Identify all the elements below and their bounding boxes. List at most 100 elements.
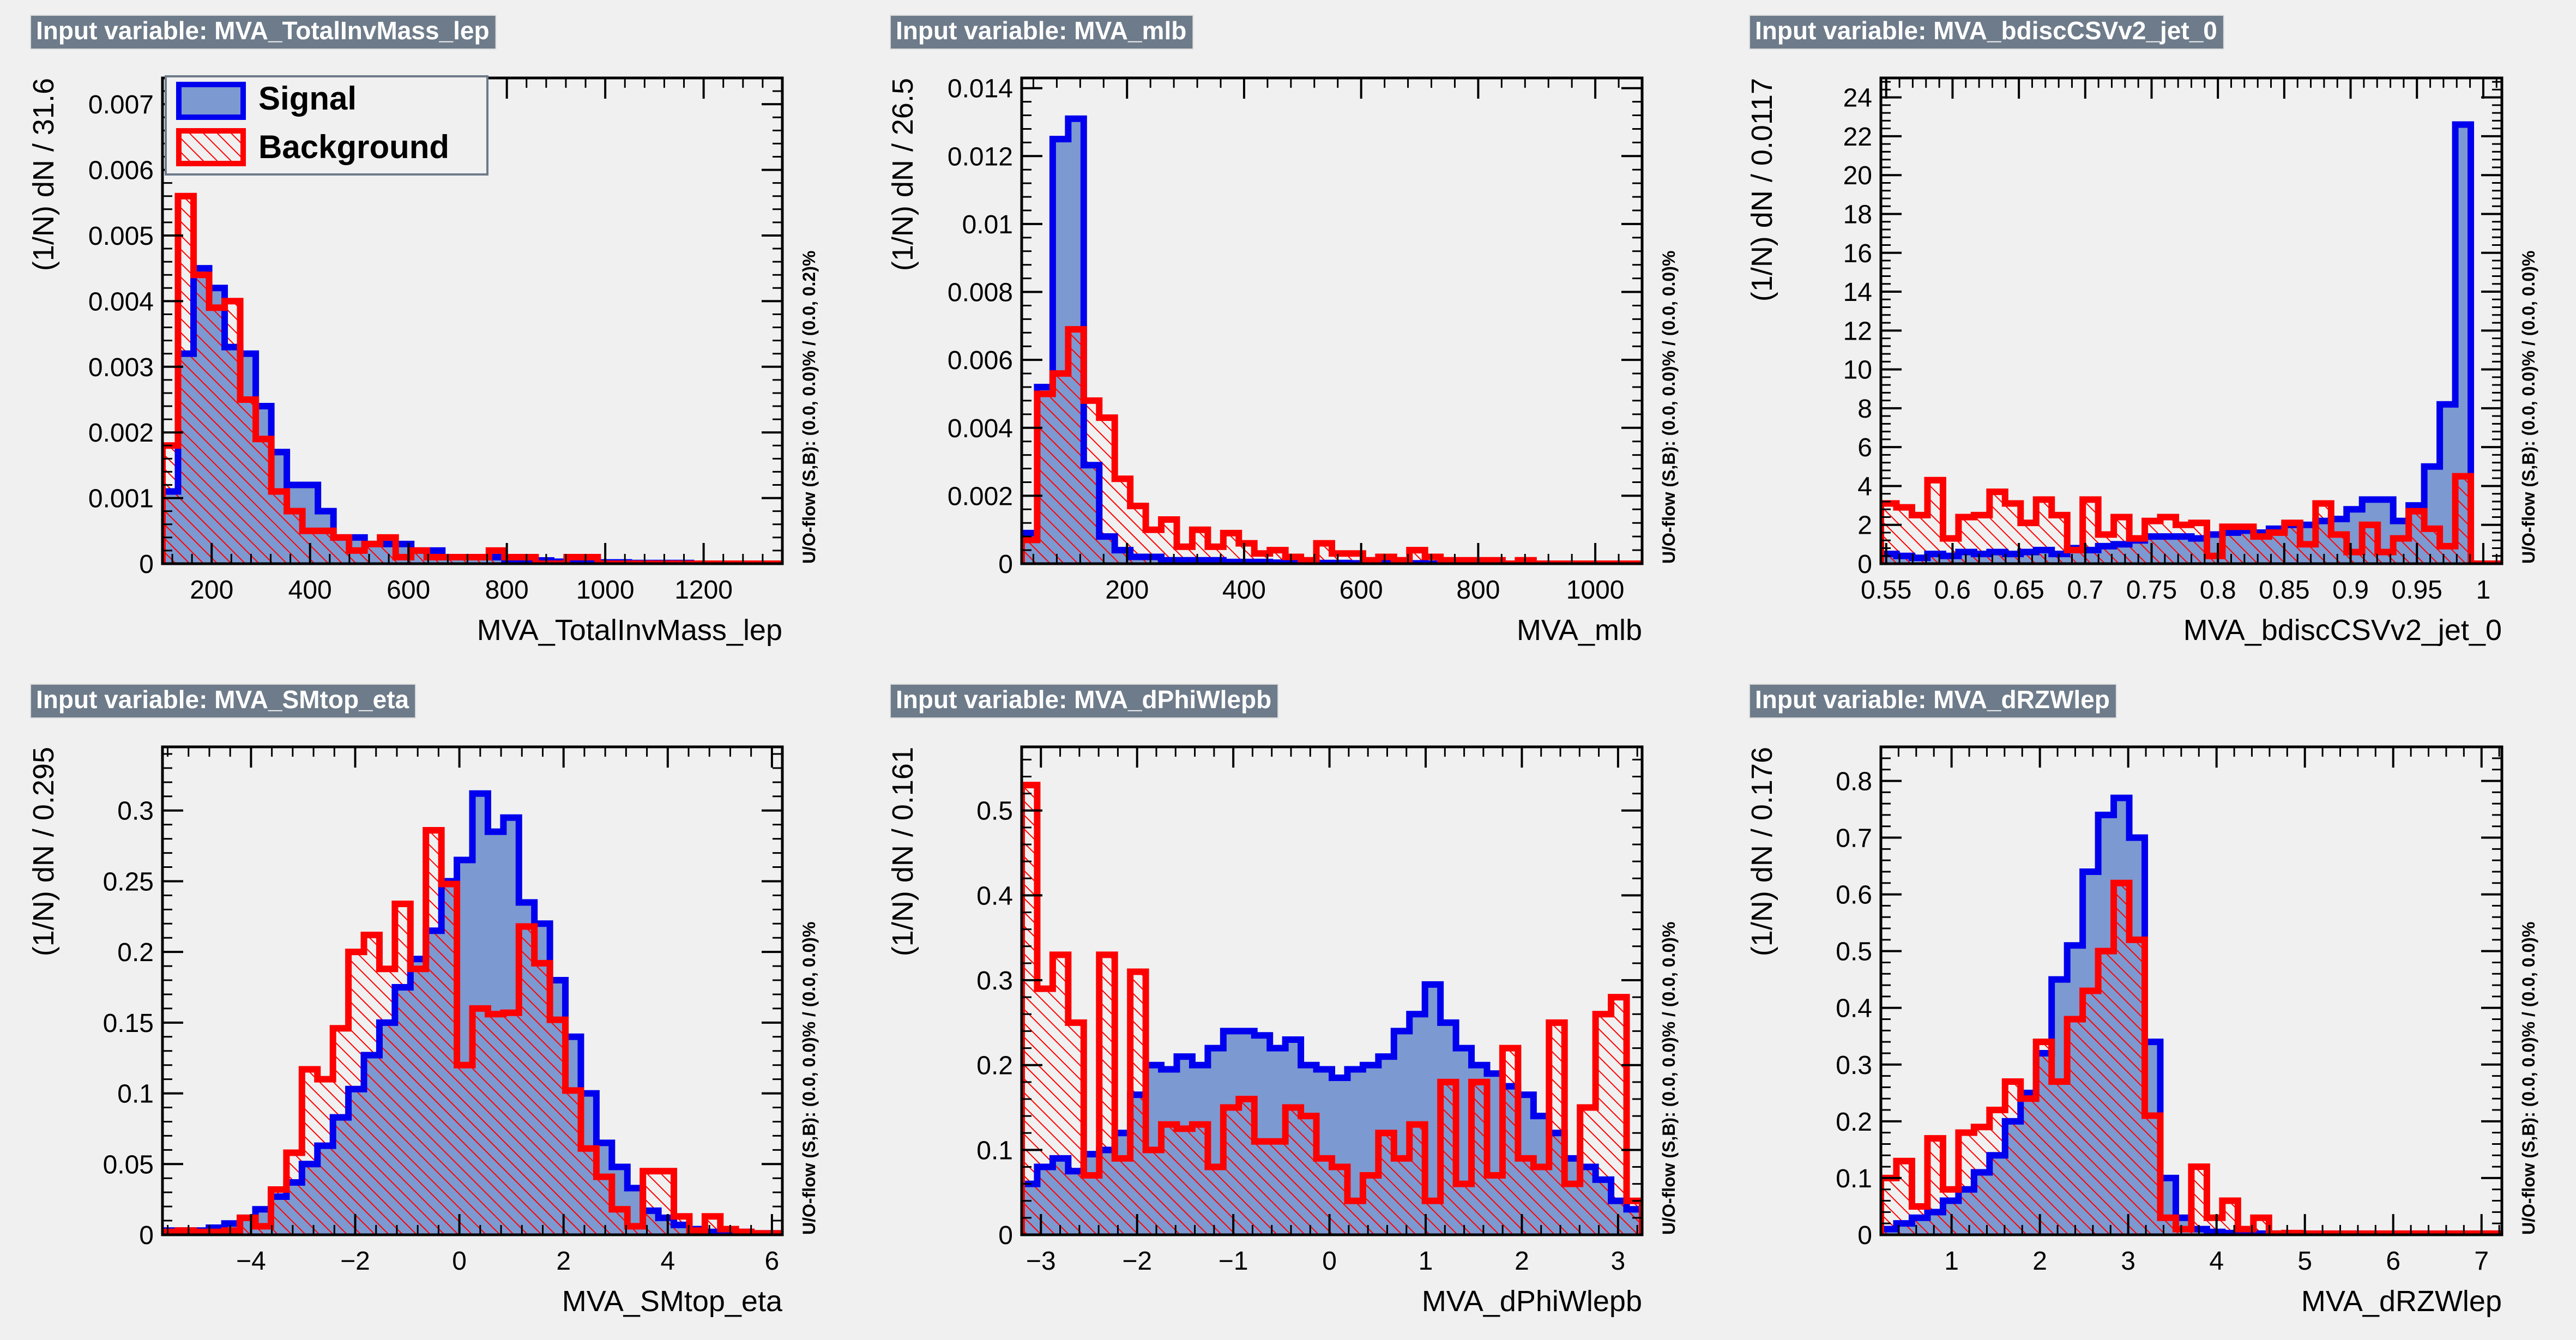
y-tick-label: 0.012	[948, 142, 1013, 171]
y-tick-label: 0.05	[103, 1150, 154, 1179]
x-tick-label: −4	[236, 1247, 266, 1276]
y-tick-label: 0.3	[117, 797, 154, 826]
panel-1: Input variable: MVA_TotalInvMass_lep 200 4…	[27, 15, 819, 647]
panel-title: Input variable: MVA_dRZWlep	[1749, 684, 2117, 719]
signal-histogram-line	[1022, 981, 1642, 1235]
y-tick-label: 0.6	[1836, 881, 1872, 910]
x-tick-label: 400	[1222, 576, 1266, 605]
x-tick-label: 1200	[674, 576, 733, 605]
y-tick-label: 2	[1857, 511, 1872, 540]
overflow-label: U/O-flow (S,B): (0.0, 0.0)% / (0.0, 0.0)…	[2519, 922, 2538, 1235]
panel-title-text: Input variable: MVA_dPhiWlepb	[896, 685, 1271, 714]
overflow-label: U/O-flow (S,B): (0.0, 0.0)% / (0.0, 0.0)…	[1659, 922, 1679, 1235]
legend: Signal Background	[165, 75, 488, 176]
y-tick-label: 0.005	[88, 222, 154, 251]
panel-title-text: Input variable: MVA_SMtop_eta	[36, 685, 409, 714]
legend-background-swatch	[176, 128, 246, 166]
x-axis-title: MVA_bdiscCSVv2_jet_0	[2183, 614, 2502, 647]
x-tick-label: 4	[2209, 1247, 2224, 1276]
plot-frame	[1020, 745, 1644, 1236]
y-tick-label: 0.3	[976, 967, 1013, 995]
background-histogram-line	[162, 192, 782, 564]
panel-title-text: Input variable: MVA_mlb	[896, 16, 1186, 45]
y-tick-label: 0.7	[1836, 824, 1872, 853]
panel-title: Input variable: MVA_mlb	[890, 15, 1194, 50]
y-tick-label: 0.1	[976, 1136, 1013, 1165]
x-tick-label: 1	[2476, 576, 2491, 605]
y-tick-label: 0	[998, 1221, 1013, 1250]
panel-title: Input variable: MVA_TotalInvMass_lep	[30, 15, 497, 50]
x-tick-label: 2	[1515, 1247, 1529, 1276]
background-histogram-line	[1022, 782, 1642, 1235]
plot-frame	[1020, 76, 1644, 565]
plot-frame	[161, 745, 784, 1236]
background-histogram-hatch	[1881, 883, 2502, 1235]
y-tick-label: 0.014	[948, 75, 1013, 104]
x-tick-label: 3	[1611, 1247, 1626, 1276]
x-tick-label: −2	[1122, 1247, 1152, 1276]
panel-3: Input variable: MVA_bdiscCSVv2_jet_0 0.55…	[1746, 15, 2538, 647]
plot-area	[1881, 78, 2502, 564]
y-axis: 0 0.05 0.1 0.15 0.2 0.25 0.3	[103, 753, 782, 1250]
y-tick-label: 0.1	[1836, 1164, 1872, 1193]
panel-title-box	[890, 15, 1194, 50]
overflow-label: U/O-flow (S,B): (0.0, 0.0)% / (0.0, 0.0)…	[1659, 251, 1679, 564]
y-axis-title: (1/N) dN / 0.176	[1746, 747, 1778, 956]
x-tick-label: 200	[1105, 576, 1149, 605]
x-tick-label: 0.9	[2332, 576, 2369, 605]
x-axis-title: MVA_SMtop_eta	[562, 1285, 783, 1318]
y-axis: 0 0.002 0.004 0.006 0.008 0.01 0.012 0.014	[948, 75, 1642, 579]
y-axis-title: (1/N) dN / 0.295	[27, 747, 60, 956]
y-tick-label: 0.2	[1836, 1108, 1872, 1137]
x-axis-title: MVA_mlb	[1517, 614, 1642, 647]
x-axis: 200 400 600 800 1000	[1032, 78, 1643, 605]
x-tick-label: 0	[1322, 1247, 1337, 1276]
x-tick-label: 800	[485, 576, 529, 605]
y-axis-title: (1/N) dN / 0.161	[886, 747, 919, 956]
overflow-label: U/O-flow (S,B): (0.0, 0.0)% / (0.0, 0.0)…	[799, 922, 819, 1235]
panel-title-text: Input variable: MVA_TotalInvMass_lep	[36, 16, 490, 45]
y-axis-title: (1/N) dN / 26.5	[886, 78, 919, 271]
x-tick-label: 2	[556, 1247, 571, 1276]
x-tick-label: 1	[1419, 1247, 1433, 1276]
x-tick-label: 1	[1944, 1247, 1959, 1276]
panel-title-box	[890, 684, 1279, 719]
panel-title-text: Input variable: MVA_bdiscCSVv2_jet_0	[1755, 16, 2217, 45]
y-tick-label: 24	[1843, 84, 1872, 113]
x-tick-label: 7	[2474, 1247, 2489, 1276]
panel-title-box	[30, 684, 417, 719]
y-tick-label: 0.5	[976, 797, 1013, 826]
background-histogram-line	[162, 827, 782, 1235]
x-tick-label: 0.65	[1993, 576, 2044, 605]
y-tick-label: 0.004	[88, 287, 154, 316]
y-axis: 0 0.1 0.2 0.3 0.4 0.5 0.6 0.7 0.8	[1836, 746, 2502, 1250]
x-tick-label: 0.8	[2200, 576, 2236, 605]
x-tick-label: 600	[1340, 576, 1383, 605]
signal-histogram-line	[1881, 121, 2502, 564]
x-tick-label: 400	[288, 576, 332, 605]
x-tick-label: 4	[660, 1247, 675, 1276]
x-tick-label: 5	[2297, 1247, 2312, 1276]
panel-title: Input variable: MVA_bdiscCSVv2_jet_0	[1749, 15, 2224, 50]
y-tick-label: 6	[1857, 433, 1872, 462]
panel-title: Input variable: MVA_SMtop_eta	[30, 684, 417, 719]
x-tick-label: 0.85	[2259, 576, 2309, 605]
y-tick-label: 0.2	[117, 938, 154, 967]
y-tick-label: 10	[1843, 356, 1872, 385]
y-axis: 0 0.001 0.002 0.003 0.004 0.005 0.006 0.007	[88, 77, 782, 579]
panel-title-box	[1749, 684, 2117, 719]
background-histogram-hatch	[162, 196, 782, 564]
y-tick-label: 0	[139, 550, 154, 579]
background-histogram-line	[1022, 326, 1642, 564]
x-tick-label: 2	[2032, 1247, 2047, 1276]
y-tick-label: 0.007	[88, 90, 154, 119]
x-tick-label: 3	[2121, 1247, 2135, 1276]
y-tick-label: 0.3	[1836, 1051, 1872, 1080]
y-tick-label: 0.4	[1836, 994, 1872, 1023]
x-tick-label: 1000	[576, 576, 635, 605]
x-tick-label: 0.75	[2126, 576, 2177, 605]
y-tick-label: 4	[1857, 472, 1872, 501]
y-tick-label: 0.003	[88, 353, 154, 382]
